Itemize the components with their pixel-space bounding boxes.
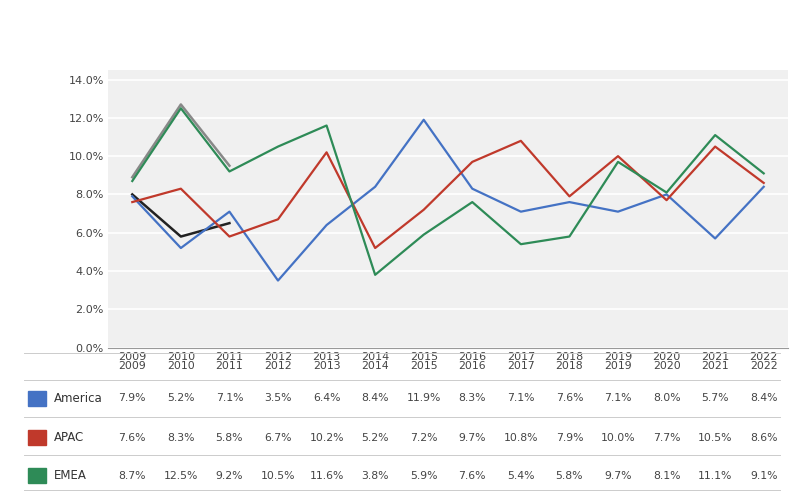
Text: 2011: 2011 <box>216 361 243 371</box>
Text: Percentage of Deal Leaks by Region: Percentage of Deal Leaks by Region <box>231 21 569 39</box>
Text: 5.2%: 5.2% <box>167 393 194 403</box>
Text: 7.7%: 7.7% <box>653 433 680 443</box>
Text: 2013: 2013 <box>313 361 340 371</box>
Text: 7.2%: 7.2% <box>410 433 438 443</box>
Text: 6.7%: 6.7% <box>264 433 292 443</box>
Text: 8.3%: 8.3% <box>167 433 194 443</box>
Text: 7.6%: 7.6% <box>118 433 146 443</box>
Text: 8.4%: 8.4% <box>362 393 389 403</box>
Text: 5.8%: 5.8% <box>556 470 583 481</box>
Text: 10.5%: 10.5% <box>698 433 732 443</box>
Text: 11.9%: 11.9% <box>406 393 441 403</box>
Text: 3.5%: 3.5% <box>264 393 292 403</box>
Text: 12.5%: 12.5% <box>164 470 198 481</box>
Text: 7.1%: 7.1% <box>216 393 243 403</box>
Text: 10.8%: 10.8% <box>504 433 538 443</box>
Text: 2022: 2022 <box>750 361 778 371</box>
Text: 11.6%: 11.6% <box>310 470 344 481</box>
Text: 2018: 2018 <box>556 361 583 371</box>
Text: 10.0%: 10.0% <box>601 433 635 443</box>
Text: APAC: APAC <box>54 431 84 444</box>
Text: 8.6%: 8.6% <box>750 433 778 443</box>
Text: 5.2%: 5.2% <box>362 433 389 443</box>
Text: 2010: 2010 <box>167 361 194 371</box>
Text: 7.9%: 7.9% <box>118 393 146 403</box>
Text: America: America <box>54 392 102 405</box>
Text: 10.2%: 10.2% <box>310 433 344 443</box>
Text: 2020: 2020 <box>653 361 681 371</box>
Bar <box>28 391 46 406</box>
Text: 7.9%: 7.9% <box>556 433 583 443</box>
Text: 8.7%: 8.7% <box>118 470 146 481</box>
Text: 3.8%: 3.8% <box>362 470 389 481</box>
Text: 9.7%: 9.7% <box>604 470 632 481</box>
Text: 5.7%: 5.7% <box>702 393 729 403</box>
Text: 8.4%: 8.4% <box>750 393 778 403</box>
Text: 9.1%: 9.1% <box>750 470 778 481</box>
Text: 7.6%: 7.6% <box>556 393 583 403</box>
Text: 8.3%: 8.3% <box>458 393 486 403</box>
Text: 7.1%: 7.1% <box>604 393 632 403</box>
Text: 7.6%: 7.6% <box>458 470 486 481</box>
Text: 2017: 2017 <box>507 361 534 371</box>
Text: 5.9%: 5.9% <box>410 470 438 481</box>
Text: 2015: 2015 <box>410 361 438 371</box>
Bar <box>28 468 46 483</box>
Text: 5.4%: 5.4% <box>507 470 534 481</box>
Text: 6.4%: 6.4% <box>313 393 340 403</box>
Text: 7.1%: 7.1% <box>507 393 534 403</box>
Text: 2016: 2016 <box>458 361 486 371</box>
Text: 5.8%: 5.8% <box>216 433 243 443</box>
Bar <box>28 430 46 445</box>
Text: 8.0%: 8.0% <box>653 393 680 403</box>
Text: 9.2%: 9.2% <box>216 470 243 481</box>
Text: 2014: 2014 <box>362 361 389 371</box>
Text: EMEA: EMEA <box>54 469 86 482</box>
Text: 2012: 2012 <box>264 361 292 371</box>
Text: 11.1%: 11.1% <box>698 470 732 481</box>
Text: 2021: 2021 <box>702 361 729 371</box>
Text: 9.7%: 9.7% <box>458 433 486 443</box>
Text: 10.5%: 10.5% <box>261 470 295 481</box>
Text: 2019: 2019 <box>604 361 632 371</box>
Text: 2009: 2009 <box>118 361 146 371</box>
Text: 8.1%: 8.1% <box>653 470 680 481</box>
